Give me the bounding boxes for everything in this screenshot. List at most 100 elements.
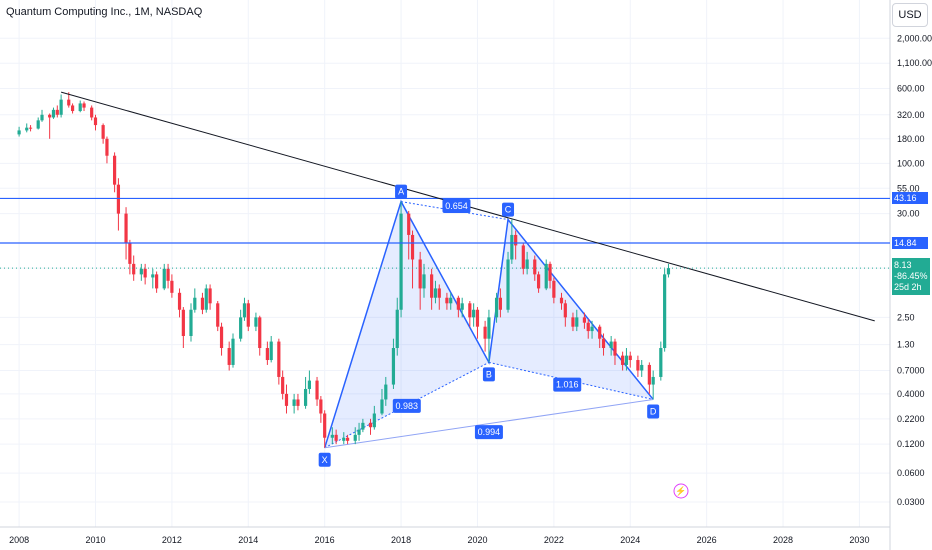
candle-body [659,348,663,377]
svg-text:⚡: ⚡ [675,485,686,497]
y-tick-label: 2.50 [897,312,915,322]
y-tick-label: 1.30 [897,340,915,350]
price-level-tag-upper: 43.16 [892,192,928,205]
ratio-label: 0.654 [445,201,468,211]
y-tick-label: 180.00 [897,134,925,144]
candle-body [437,288,441,298]
y-tick-label: 0.4000 [897,389,925,399]
candle-body [399,213,403,310]
chart-title: Quantum Computing Inc., 1M, NASDAQ [6,6,203,18]
candle-body [281,376,285,394]
candle-body [246,303,250,327]
candle-body [598,326,602,339]
candle-body [525,259,529,269]
pattern-point-label: X [322,455,328,465]
candle-body [621,355,625,365]
x-tick-label: 2010 [85,535,105,545]
candle-body [59,99,63,115]
candle-body [265,348,269,361]
candle-body [456,297,460,310]
xab-triangle [324,201,489,448]
candle-body [51,109,56,118]
pattern-point-badge [318,452,331,467]
candle-body [208,288,212,304]
candle-body [548,263,552,281]
ratio-badge [474,425,503,440]
currency-button[interactable]: USD [892,3,928,27]
candle-body [395,309,399,349]
x-tick-label: 2024 [620,535,640,545]
candle-body [292,399,296,406]
x-tick-label: 2020 [467,535,487,545]
candle-body [17,130,21,135]
candle-body [391,348,396,385]
candle-body [177,292,182,310]
candle-body [361,422,365,430]
candle-body [609,341,613,349]
candle-body [204,288,208,310]
candle-body [55,109,59,115]
pattern-point-label: A [398,187,404,197]
candle-body [143,268,147,278]
y-tick-label: 1,100.00 [897,58,932,68]
price-change: -86.45% [894,271,928,281]
candle-body [514,234,518,246]
candle-body [449,297,453,304]
y-tick-label: 55.00 [897,183,920,193]
candle-body [582,317,587,323]
candle-body [170,280,174,293]
candle-body [93,117,98,126]
candle-body [613,341,617,356]
candle-body [124,213,128,243]
pattern-point-label: D [650,406,657,416]
y-tick-label: 0.1200 [897,439,925,449]
x-tick-label: 2030 [849,535,869,545]
x-tick-label: 2018 [391,535,411,545]
candle-body [521,245,525,269]
candle-body [101,125,105,139]
candle-body [319,399,323,414]
ratio-label: 1.016 [556,380,579,390]
y-tick-label: 100.00 [897,158,925,168]
candle-body [559,297,564,304]
candle-body [189,309,193,337]
candle-body [345,437,350,441]
candle-body [510,234,514,260]
candle-body [216,303,220,327]
candle-body [231,338,235,365]
y-tick-label: 0.2200 [897,414,925,424]
x-tick-label: 2022 [544,535,564,545]
candle-body [433,288,438,298]
candle-body [139,268,143,275]
candle-body [571,317,575,327]
ratio-badge [553,377,582,392]
candle-body [307,380,311,389]
x-tick-label: 2028 [773,535,793,545]
candle-body [651,376,655,385]
pattern-point-badge [647,404,660,419]
candle-body [487,317,491,339]
candle-body [116,184,121,214]
candle-body [334,434,338,441]
candle-body [67,99,71,106]
candle-body [105,138,109,156]
x-tick-label: 2012 [162,535,182,545]
lightning-icon[interactable]: ⚡ [673,483,689,499]
candle-body [601,338,606,349]
candle-body [28,127,33,129]
candle-body [445,297,449,304]
candle-body [372,413,376,428]
candle-body [624,355,629,365]
candle-body [498,297,502,310]
xd-diagonal [324,398,654,449]
candle-body [330,434,334,438]
candle-body [155,274,159,289]
candle-body [483,326,487,339]
candle-body [128,242,132,264]
x-tick-label: 2014 [238,535,258,545]
candle-body [590,326,594,332]
candle-body [90,107,94,118]
candle-body [468,303,472,318]
